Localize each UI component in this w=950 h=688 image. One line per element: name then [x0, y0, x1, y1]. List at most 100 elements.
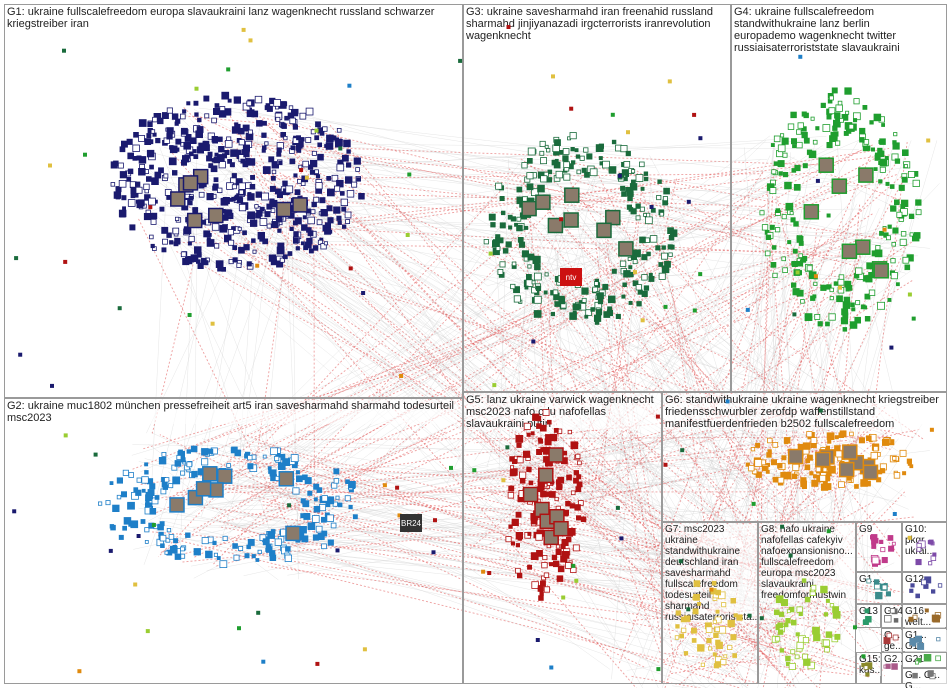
node-g4 — [862, 145, 869, 152]
node-g1 — [238, 246, 245, 254]
isolate-node — [77, 669, 82, 674]
isolate-node — [93, 452, 98, 457]
node-g9 — [871, 544, 877, 549]
node-g1 — [302, 160, 309, 168]
isolate-node — [265, 547, 270, 552]
node-g1 — [172, 227, 180, 235]
isolate-node — [663, 304, 668, 309]
node-g4 — [789, 211, 794, 216]
node-g6 — [828, 465, 836, 474]
node-g4 — [764, 250, 771, 257]
edge-line — [487, 442, 523, 487]
node-g5 — [553, 560, 560, 568]
edge-line — [759, 243, 769, 577]
node-g12 — [931, 589, 936, 594]
node-g3 — [502, 248, 509, 254]
node-g4 — [770, 143, 775, 147]
node-g5 — [509, 469, 517, 477]
node-g7 — [723, 654, 728, 659]
node-g2 — [105, 500, 111, 506]
node-g1 — [299, 112, 307, 120]
node-g6 — [892, 456, 897, 461]
node-g3 — [646, 251, 651, 257]
node-g4 — [909, 232, 914, 237]
node-g2 — [164, 477, 170, 483]
node-g4 — [837, 100, 843, 106]
node-g5 — [535, 415, 542, 422]
node-g7 — [692, 608, 699, 615]
edge-line — [618, 253, 774, 664]
group-box-g8: G8: nafo ukraine nafofellas cafekyiv naf… — [758, 522, 856, 684]
node-g4 — [804, 313, 813, 322]
isolate-node — [889, 345, 894, 350]
edge-line — [604, 254, 664, 655]
isolate-node — [619, 536, 624, 541]
edge-line — [520, 241, 831, 567]
node-g1 — [242, 230, 247, 236]
node-g5 — [558, 484, 563, 489]
node-g2 — [292, 487, 300, 495]
node-g8 — [785, 655, 791, 662]
edge-line — [505, 156, 889, 242]
isolate-node — [795, 270, 800, 275]
node-g2 — [238, 546, 244, 552]
isolate-node — [838, 285, 842, 290]
node-g6 — [882, 438, 890, 446]
edge-line — [194, 274, 768, 558]
node-g9 — [888, 545, 895, 552]
node-g3 — [540, 157, 547, 165]
avatar-node-g1 — [292, 197, 308, 213]
node-g3 — [596, 292, 604, 300]
edge-line — [270, 145, 833, 166]
node-g4 — [828, 107, 836, 115]
isolate-node — [12, 509, 17, 514]
edge-line — [168, 188, 295, 539]
group-label-g7: G7: msc2023 ukraine standwithukraine deu… — [665, 524, 757, 623]
node-g7 — [706, 638, 712, 644]
node-g5 — [538, 595, 544, 601]
node-g5 — [536, 448, 543, 455]
group-label-g3: G3: ukraine savesharmahd iran freenahid … — [466, 6, 728, 42]
node-g7 — [693, 580, 701, 587]
isolate-node — [626, 130, 630, 135]
node-g1 — [113, 160, 119, 167]
edge-line — [270, 131, 305, 134]
node-g8 — [802, 637, 809, 644]
node-g1 — [221, 266, 226, 272]
node-g2 — [246, 544, 251, 550]
edge-line — [604, 238, 675, 662]
node-g8 — [785, 618, 791, 624]
edge-line — [206, 162, 529, 483]
node-g2 — [352, 514, 358, 520]
node-g4 — [797, 122, 804, 129]
node-g3 — [518, 241, 526, 248]
node-g4 — [892, 142, 900, 150]
node-g5 — [569, 503, 575, 509]
node-g3 — [639, 161, 645, 168]
isolate-node — [834, 435, 839, 440]
node-g2 — [140, 519, 146, 524]
node-g3 — [621, 191, 627, 197]
node-g1 — [336, 215, 342, 221]
edge-line — [220, 135, 771, 528]
node-g3 — [546, 148, 551, 153]
node-g4 — [844, 87, 852, 95]
node-g1 — [121, 140, 128, 148]
edge-line — [254, 181, 851, 438]
edge-line — [221, 153, 546, 171]
node-g7 — [708, 646, 713, 651]
avatar-node-g2 — [195, 481, 212, 497]
node-g11 — [885, 591, 891, 597]
node-g1 — [212, 108, 220, 116]
node-g1 — [234, 122, 239, 127]
node-g4 — [820, 284, 827, 291]
edge-line — [224, 255, 842, 481]
node-g5 — [561, 551, 570, 559]
edge-line — [459, 221, 656, 547]
group-label-g12: G12: — [905, 574, 927, 585]
edge-line — [198, 465, 267, 533]
edge-line — [508, 167, 737, 408]
node-g1 — [213, 156, 220, 164]
node-g1 — [193, 154, 199, 160]
